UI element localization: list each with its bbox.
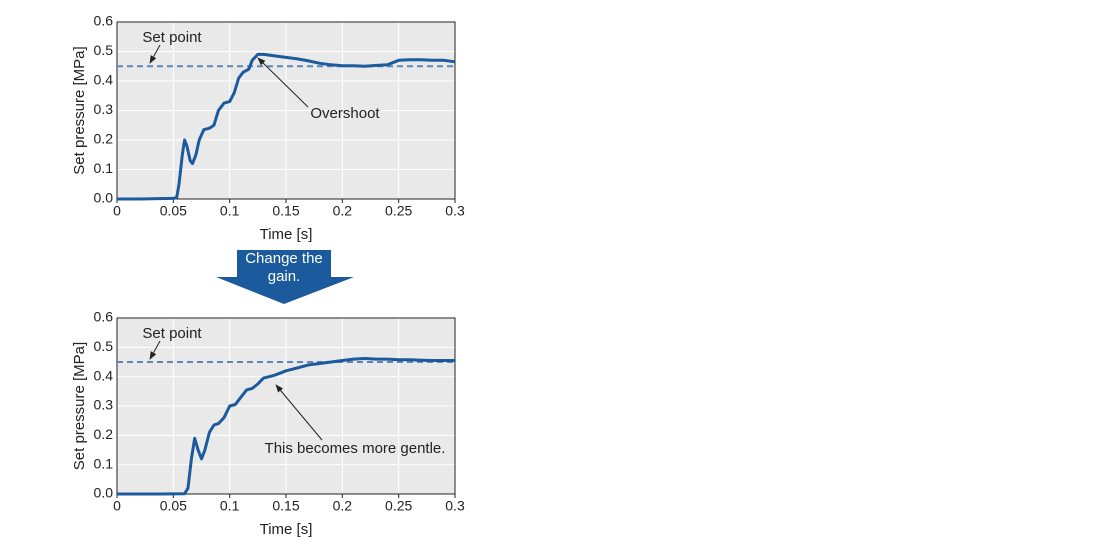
setpoint-label: Set point xyxy=(142,29,202,46)
plot-frame xyxy=(116,21,456,200)
y-tick-label: 0.5 xyxy=(94,42,114,58)
y-tick-label: 0.0 xyxy=(94,190,114,206)
x-tick-label: 0.25 xyxy=(385,203,412,219)
x-tick-label: 0 xyxy=(113,498,121,514)
data-line xyxy=(117,52,456,201)
x-tick-label: 0.1 xyxy=(220,203,240,219)
transition-arrow xyxy=(216,250,354,304)
y-tick-label: 0.4 xyxy=(94,367,114,383)
y-tick-label: 0.2 xyxy=(94,426,114,442)
annotation: This becomes more gentle. xyxy=(265,440,446,457)
x-tick-label: 0.15 xyxy=(272,203,299,219)
data-line xyxy=(117,357,455,496)
y-axis-label: Set pressure [MPa] xyxy=(71,46,88,174)
x-tick-label: 0 xyxy=(113,203,121,219)
y-tick-label: 0.1 xyxy=(94,455,114,471)
transition-label: Change the gain. xyxy=(245,250,323,285)
annotation: Overshoot xyxy=(310,105,380,122)
x-axis-label: Time [s] xyxy=(260,226,313,243)
annotation-arrow xyxy=(275,384,323,441)
x-tick-label: 0.2 xyxy=(333,203,353,219)
y-tick-label: 0.6 xyxy=(94,309,114,325)
y-tick-label: 0.6 xyxy=(94,13,114,29)
y-tick-label: 0.3 xyxy=(94,101,114,117)
x-tick-label: 0.05 xyxy=(160,203,187,219)
x-axis-label: Time [s] xyxy=(260,521,313,538)
annotation-arrow xyxy=(149,44,161,64)
x-tick-label: 0.25 xyxy=(385,498,412,514)
annotation-arrow xyxy=(257,57,309,108)
x-tick-label: 0.05 xyxy=(160,498,187,514)
setpoint-label: Set point xyxy=(142,325,202,342)
x-tick-label: 0.1 xyxy=(220,498,240,514)
y-tick-label: 0.4 xyxy=(94,72,114,88)
x-tick-label: 0.3 xyxy=(445,498,465,514)
y-tick-label: 0.5 xyxy=(94,338,114,354)
x-tick-label: 0.3 xyxy=(445,203,465,219)
y-tick-label: 0.3 xyxy=(94,397,114,413)
y-axis-label: Set pressure [MPa] xyxy=(71,342,88,470)
annotation-arrow xyxy=(149,340,161,360)
x-tick-label: 0.15 xyxy=(272,498,299,514)
y-tick-label: 0.1 xyxy=(94,160,114,176)
y-tick-label: 0.0 xyxy=(94,485,114,501)
x-tick-label: 0.2 xyxy=(333,498,353,514)
plot-frame xyxy=(116,317,456,495)
y-tick-label: 0.2 xyxy=(94,131,114,147)
